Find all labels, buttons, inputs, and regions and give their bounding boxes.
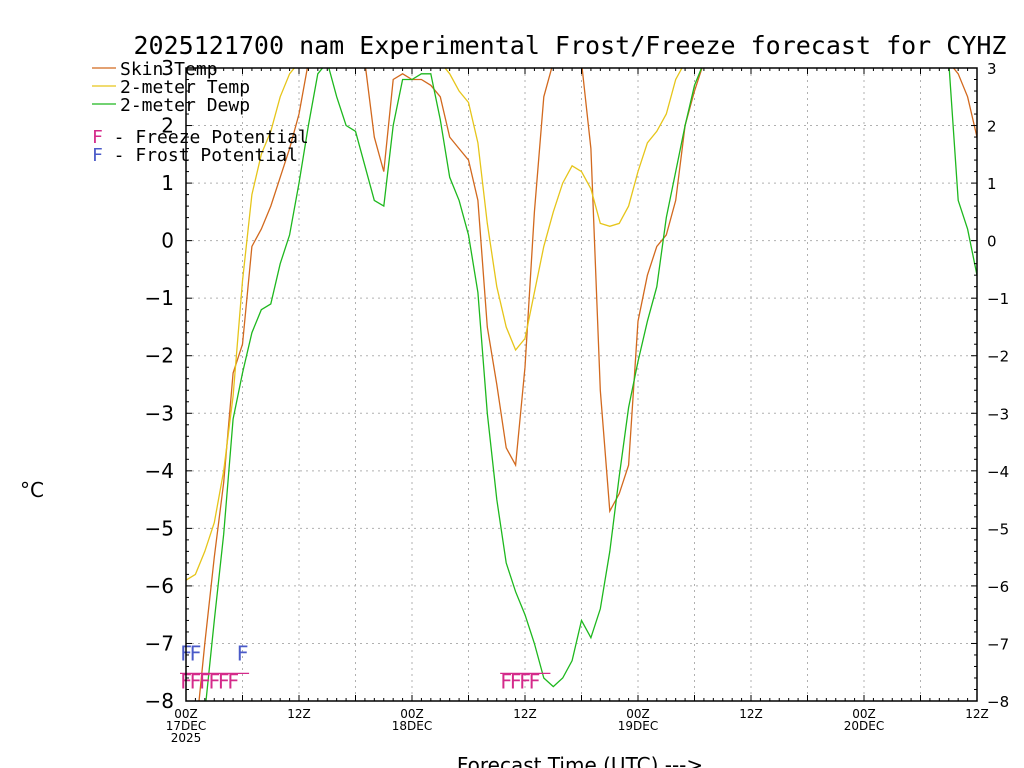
x-tick-label: 00Z 20DEC <box>844 707 884 733</box>
y-tick-label-right: −2 <box>987 348 1009 366</box>
x-tick-label: 12Z <box>513 707 537 721</box>
legend-entry: Skin Temp <box>120 59 218 80</box>
freeze-marker: F <box>500 669 512 693</box>
y-tick-label: 0 <box>161 229 174 253</box>
series-line-2-meter-dewp <box>205 68 977 701</box>
y-tick-label: 3 <box>161 56 174 80</box>
y-tick-label-right: −7 <box>987 635 1009 653</box>
x-tick-label: 00Z 19DEC <box>618 707 658 733</box>
y-tick-label: 1 <box>161 171 174 195</box>
chart-title: 2025121700 nam Experimental Frost/Freeze… <box>134 31 1007 60</box>
x-tick-label: 12Z <box>965 707 989 721</box>
freeze-marker: F <box>227 669 239 693</box>
y-tick-label-right: 3 <box>987 60 997 78</box>
y-tick-label-right: −1 <box>987 290 1009 308</box>
y-tick-label: 2 <box>161 114 174 138</box>
y-tick-label: −6 <box>145 574 174 598</box>
freeze-marker: F <box>218 669 230 693</box>
freeze-marker: F <box>189 669 201 693</box>
y-tick-labels-left: −8 −7 −6 −5 −4 −3 −2 −1 0 1 2 3 <box>145 56 174 713</box>
legend-potential: F - Freeze Potential <box>92 127 309 148</box>
x-axis-label: Forecast Time (UTC) ---> <box>457 753 703 768</box>
y-tick-labels-right: −8 −7 −6 −5 −4 −3 −2 −1 0 1 2 3 <box>987 60 1009 711</box>
frost-marker: F <box>237 642 249 666</box>
x-tick-label: 12Z <box>287 707 311 721</box>
legend-potential: F - Frost Potential <box>92 145 298 166</box>
series-line-skin-temp <box>198 68 977 701</box>
legend-entry: 2-meter Temp <box>120 77 250 98</box>
grid <box>186 68 977 701</box>
x-tick-labels: 00Z 17DEC 2025 12Z 00Z 18DEC 12Z 00Z 19DEC 12Z 00Z… <box>166 707 989 745</box>
y-tick-label-right: −3 <box>987 405 1009 423</box>
freeze-marker: F <box>208 669 220 693</box>
y-tick-label: −5 <box>145 516 174 540</box>
axis-ticks <box>185 67 978 702</box>
y-tick-label: −1 <box>145 286 174 310</box>
x-tick-label: 12Z <box>739 707 763 721</box>
y-tick-label-right: −8 <box>987 693 1009 711</box>
y-tick-label-right: −5 <box>987 520 1009 538</box>
y-tick-label-right: −4 <box>987 463 1009 481</box>
series-layer <box>186 68 977 701</box>
y-tick-label-right: −6 <box>987 578 1009 596</box>
freeze-marker: F <box>528 669 540 693</box>
freeze-marker: F <box>510 669 522 693</box>
legend-entry: 2-meter Dewp <box>120 95 250 116</box>
y-tick-label: −8 <box>145 689 174 713</box>
y-tick-label: −7 <box>145 631 174 655</box>
frost-marker: F <box>189 642 201 666</box>
y-tick-label: −3 <box>145 401 174 425</box>
freeze-marker: F <box>199 669 211 693</box>
y-tick-label-right: 0 <box>987 233 997 251</box>
y-tick-label-right: 2 <box>987 118 997 136</box>
y-tick-label-right: 1 <box>987 175 997 193</box>
freeze-marker: F <box>519 669 531 693</box>
y-tick-label: −4 <box>145 459 174 483</box>
series-line-2-meter-temp <box>186 68 683 581</box>
x-tick-label: 00Z 18DEC <box>392 707 432 733</box>
plot-frame <box>185 67 978 702</box>
y-tick-label: −2 <box>145 344 174 368</box>
x-tick-label: 00Z 17DEC 2025 <box>166 707 206 745</box>
y-axis-label: °C <box>20 478 44 502</box>
